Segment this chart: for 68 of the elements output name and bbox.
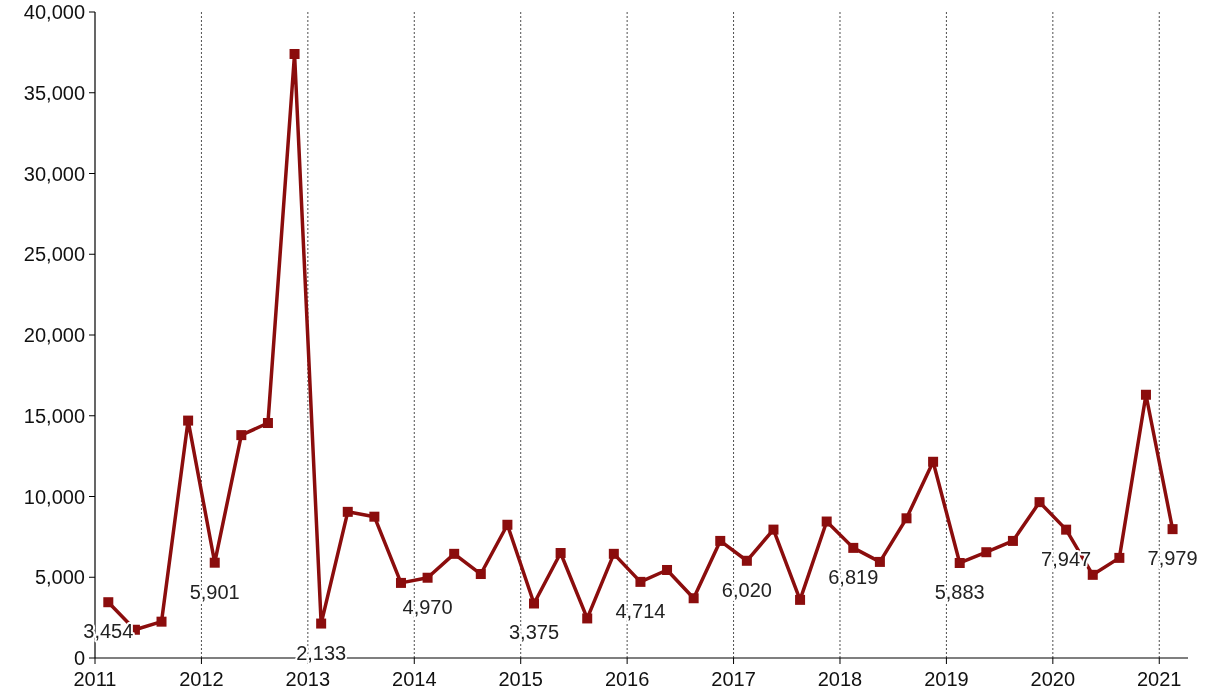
point <box>795 594 806 605</box>
point <box>342 506 353 517</box>
point <box>874 556 885 567</box>
point <box>928 456 939 467</box>
point <box>449 548 460 559</box>
point <box>901 513 912 524</box>
data-label: 5,901 <box>189 580 240 603</box>
point <box>1167 524 1178 535</box>
y-tick-label: 35,000 <box>23 81 85 104</box>
x-tick-label: 2018 <box>817 668 863 690</box>
point <box>688 593 699 604</box>
x-tick-label: 2017 <box>711 668 756 690</box>
y-tick-label: 40,000 <box>23 1 85 23</box>
point <box>954 557 965 568</box>
y-tick-label: 20,000 <box>23 324 85 346</box>
point <box>395 577 406 588</box>
y-tick-label: 15,000 <box>23 404 85 427</box>
data-label: 3,375 <box>508 621 560 644</box>
point <box>156 616 167 627</box>
point <box>103 597 114 608</box>
data-label: 4,970 <box>402 595 453 618</box>
point <box>555 548 566 559</box>
point <box>502 519 513 530</box>
point <box>1061 524 1072 535</box>
data-label: 7,979 <box>1147 547 1198 570</box>
y-tick-label: 10,000 <box>23 485 85 508</box>
point <box>183 415 194 426</box>
point <box>529 598 540 609</box>
point <box>608 548 619 559</box>
x-tick-label: 2011 <box>73 668 117 690</box>
point <box>1114 552 1125 563</box>
x-tick-label: 2014 <box>392 668 437 690</box>
point <box>1034 497 1045 508</box>
point <box>289 48 300 59</box>
point <box>635 576 646 587</box>
x-tick-label: 2013 <box>285 668 331 690</box>
point <box>1007 535 1018 546</box>
point <box>475 569 486 580</box>
point <box>741 555 752 566</box>
data-label: 5,883 <box>934 580 985 603</box>
point <box>715 535 726 546</box>
point <box>1087 569 1098 580</box>
data-label: 6,020 <box>721 578 772 601</box>
y-tick-label: 30,000 <box>23 162 85 185</box>
point <box>236 430 247 441</box>
x-tick-label: 2019 <box>924 668 969 690</box>
point <box>981 547 992 558</box>
x-tick-label: 2021 <box>1137 668 1182 690</box>
data-label: 6,819 <box>828 565 879 588</box>
x-tick-label: 2012 <box>179 668 224 690</box>
point <box>209 557 220 568</box>
point <box>582 613 593 624</box>
point <box>848 542 859 553</box>
point <box>1140 389 1151 400</box>
y-tick-label: 5,000 <box>34 566 85 589</box>
point <box>662 564 673 575</box>
data-label: 4,714 <box>615 599 666 622</box>
point <box>422 572 433 583</box>
point <box>369 511 380 522</box>
y-tick-label: 0 <box>73 647 85 669</box>
y-tick-label: 25,000 <box>23 243 85 266</box>
point <box>768 524 779 535</box>
x-tick-label: 2020 <box>1030 668 1076 690</box>
point <box>316 618 327 629</box>
x-tick-label: 2015 <box>498 668 543 690</box>
x-tick-label: 2016 <box>604 668 650 690</box>
point <box>821 516 832 527</box>
point <box>262 418 273 429</box>
